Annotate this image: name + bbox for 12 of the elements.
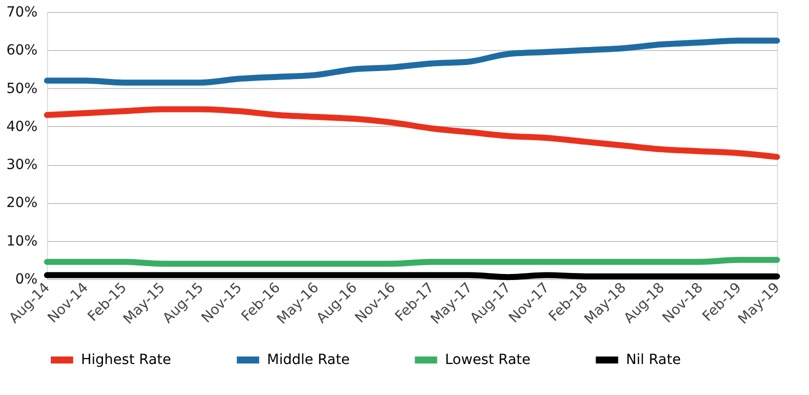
legend-label: Middle Rate xyxy=(267,352,350,368)
y-tick-label: 50% xyxy=(6,80,38,97)
legend-label: Lowest Rate xyxy=(445,352,531,368)
y-tick-label: 30% xyxy=(6,157,38,174)
y-tick-label: 70% xyxy=(6,4,38,20)
y-tick-label: 60% xyxy=(6,42,38,59)
legend-label: Highest Rate xyxy=(81,352,172,368)
y-tick-label: 10% xyxy=(6,233,38,250)
y-tick-label: 40% xyxy=(6,118,38,135)
legend-label: Nil Rate xyxy=(626,352,681,368)
y-tick-label: 20% xyxy=(6,195,38,212)
y-tick-label: 0% xyxy=(15,272,38,288)
